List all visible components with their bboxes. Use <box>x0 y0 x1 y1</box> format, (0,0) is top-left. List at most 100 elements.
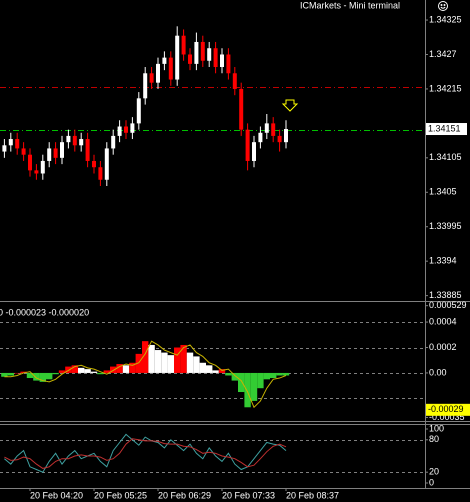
candle-body <box>124 126 128 133</box>
histogram-bar <box>282 372 290 376</box>
candle-body <box>28 154 32 171</box>
histogram-bar <box>244 372 251 408</box>
candle-body <box>8 139 13 146</box>
candle-body <box>53 148 58 158</box>
histogram-bar <box>250 372 258 401</box>
y-tick-label: 100 <box>429 423 444 433</box>
candle-body <box>92 160 96 168</box>
histogram-bar <box>14 372 21 374</box>
histogram-bar <box>7 372 14 376</box>
candle-body <box>79 139 84 146</box>
candle-body <box>21 148 26 155</box>
y-tick-label: 0.0004 <box>429 316 457 326</box>
candle-body <box>143 73 148 99</box>
candle-body <box>232 73 237 89</box>
histogram-bar <box>78 367 85 373</box>
histogram-bar <box>58 370 66 373</box>
candle-body <box>162 57 167 64</box>
histogram-bar <box>90 371 98 373</box>
histogram-bar <box>65 366 72 373</box>
histogram-bar <box>103 370 110 373</box>
histogram-bar <box>238 372 245 393</box>
candle-body <box>136 98 141 124</box>
x-tick-label: 20 Feb 08:37 <box>286 490 339 500</box>
histogram-bar <box>174 347 181 373</box>
candle-body <box>284 129 288 143</box>
histogram-bar <box>276 372 283 376</box>
y-tick-label: -0.00035 <box>429 412 465 422</box>
histogram-bar <box>148 344 155 373</box>
candle-body <box>104 148 109 180</box>
histogram-bar <box>212 370 219 373</box>
histogram-bar <box>186 352 194 373</box>
candle-body <box>60 142 64 158</box>
candle-body <box>258 132 263 143</box>
histogram-bar <box>71 365 78 373</box>
candle-body <box>111 135 116 149</box>
x-tick-label: 20 Feb 06:29 <box>158 490 211 500</box>
histogram-bar <box>263 372 270 380</box>
candle-body <box>2 145 7 152</box>
candle-body <box>130 123 135 133</box>
histogram-bar <box>180 344 187 373</box>
y-tick-label: 1.3394 <box>429 256 457 266</box>
x-tick-label: 20 Feb 07:33 <box>222 490 275 500</box>
candle-body <box>188 54 192 64</box>
candle-body <box>117 126 122 136</box>
candle-body <box>226 54 231 74</box>
histogram-bar <box>231 372 238 381</box>
histogram-bar <box>26 372 34 379</box>
y-tick-label: 1.33995 <box>429 221 462 231</box>
histogram-bar <box>193 356 200 373</box>
histogram-bar <box>84 369 91 373</box>
histogram-bar <box>122 365 130 373</box>
y-tick-label: 0 <box>429 477 434 487</box>
y-tick-label: 0.00 <box>429 367 447 377</box>
histogram-bar <box>142 341 149 373</box>
y-tick-label: 0.000529 <box>429 300 467 310</box>
candle-body <box>34 170 39 174</box>
histogram-bar <box>199 362 206 373</box>
last-value-box <box>426 123 467 136</box>
histogram-bar <box>1 372 8 377</box>
candle-body <box>245 129 250 161</box>
candle-body <box>220 54 224 68</box>
signal-line <box>4 340 287 409</box>
histogram-bar <box>270 372 277 379</box>
candle-body <box>239 88 244 130</box>
histogram-bar <box>225 372 232 376</box>
candle-body <box>85 139 90 161</box>
indicator-label: 0 -0.000023 -0.000020 <box>0 307 89 317</box>
candle-body <box>66 135 71 143</box>
candle-body <box>47 148 52 161</box>
candle-body <box>168 57 173 80</box>
histogram-bar <box>154 350 162 373</box>
candle-body <box>156 63 160 83</box>
last-value-label: -0.00029 <box>428 404 464 414</box>
histogram-bar <box>257 372 264 389</box>
histogram-bar <box>116 364 123 373</box>
histogram-bar <box>39 372 46 382</box>
histogram-bar <box>110 366 117 373</box>
y-tick-label: 1.3405 <box>429 187 457 197</box>
candle-body <box>271 123 276 136</box>
candle-body <box>207 48 212 61</box>
signal-arrow <box>281 99 299 112</box>
candle-body <box>200 41 205 61</box>
histogram-bar <box>135 353 142 373</box>
x-tick-label: 20 Feb 05:25 <box>94 490 147 500</box>
candle-body <box>98 167 103 180</box>
candle-body <box>213 48 218 68</box>
frame <box>0 0 470 489</box>
y-tick-label: 1.33885 <box>429 290 462 300</box>
candle-body <box>264 123 269 133</box>
candle-body <box>181 35 186 55</box>
histogram-bar <box>33 372 40 381</box>
candle-body <box>40 160 45 174</box>
candle-body <box>149 73 154 83</box>
y-tick-label: 1.34325 <box>429 14 462 24</box>
smiley-icon <box>438 1 448 11</box>
histogram-bar <box>161 352 168 373</box>
histogram-bar <box>206 365 213 373</box>
